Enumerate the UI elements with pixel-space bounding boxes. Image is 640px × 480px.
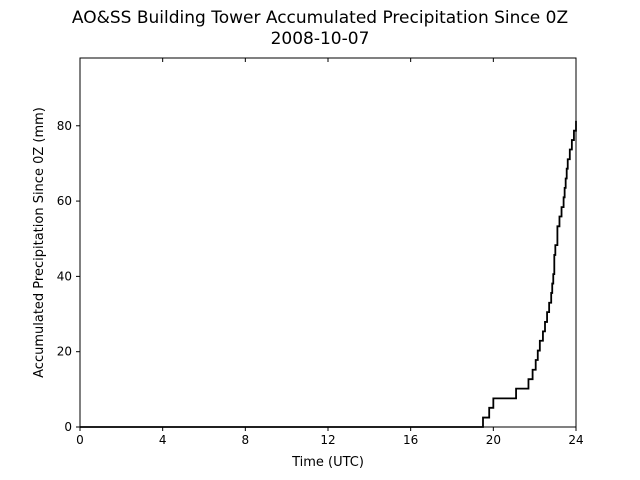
- plot-frame: [79, 57, 577, 428]
- x-tick-label: 8: [242, 433, 250, 447]
- x-axis-label: Time (UTC): [291, 455, 364, 470]
- x-tick-label: 4: [159, 433, 167, 447]
- y-axis-label: Accumulated Precipitation Since 0Z (mm): [32, 107, 47, 378]
- y-tick-label: 20: [57, 345, 72, 359]
- x-tick-label: 12: [320, 433, 335, 447]
- x-tick-label: 16: [403, 433, 418, 447]
- x-tick-label: 0: [76, 433, 84, 447]
- precipitation-line: [80, 120, 577, 428]
- chart-subtitle: 2008-10-07: [270, 29, 370, 49]
- x-tick-label: 20: [486, 433, 501, 447]
- y-tick-label: 80: [57, 119, 72, 133]
- y-tick-label: 60: [57, 194, 72, 208]
- y-tick-label: 0: [64, 420, 72, 434]
- x-tick-label: 24: [568, 433, 583, 447]
- y-tick-label: 40: [57, 269, 72, 283]
- chart-title: AO&SS Building Tower Accumulated Precipi…: [71, 8, 569, 28]
